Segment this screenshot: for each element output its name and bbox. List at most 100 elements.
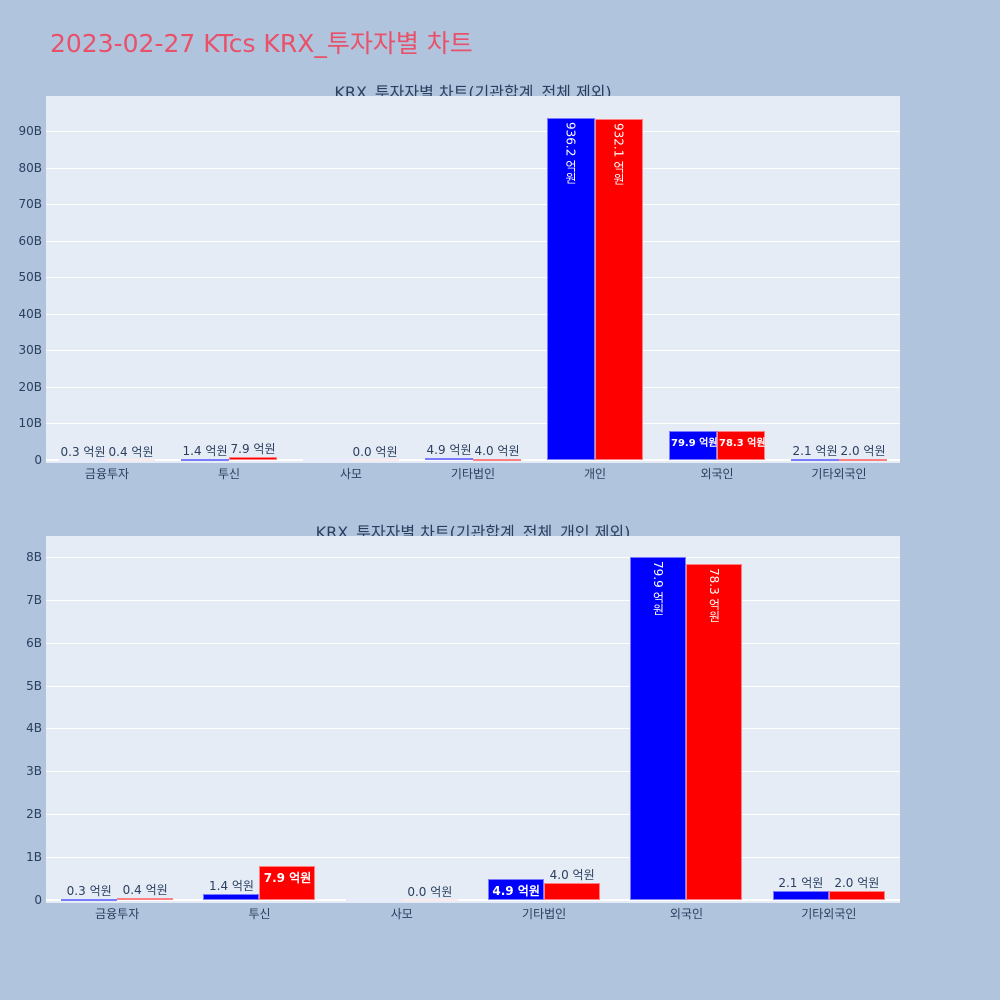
y-tick-label: 0 (34, 893, 42, 907)
bar-value-label: 0.0 억원 (352, 445, 398, 459)
bar-value-label: 936.2 억원 (563, 121, 578, 184)
buy-bar[interactable] (669, 430, 717, 460)
gridline (46, 277, 900, 279)
buy-bar[interactable] (203, 893, 260, 900)
buy-bar[interactable] (425, 458, 473, 461)
buy-bar[interactable] (791, 458, 839, 461)
y-tick-label: 1B (26, 850, 42, 865)
bar-value-label: 78.3 억원 (719, 438, 766, 450)
x-tick-label: 금융투자 (84, 467, 130, 481)
gridline (46, 599, 900, 601)
x-tick-label: 기타외국인 (811, 467, 867, 481)
sell-bar[interactable] (595, 119, 643, 460)
bar-value-label: 0.3 억원 (60, 444, 106, 459)
x-tick-label: 투신 (248, 907, 271, 921)
x-tick-label: 투신 (217, 467, 241, 481)
x-tick-label: 외국인 (700, 467, 734, 481)
sell-bar[interactable] (473, 458, 521, 461)
gridline (46, 423, 900, 425)
buy-bar[interactable] (181, 458, 229, 461)
sell-bar[interactable] (401, 898, 458, 901)
bar-value-label: 7.9 억원 (230, 442, 276, 457)
gridline (46, 313, 900, 315)
buy-bar[interactable] (61, 898, 118, 901)
bar-value-label: 0.4 억원 (108, 444, 154, 459)
buy-bar[interactable] (772, 890, 829, 900)
sell-bar[interactable] (351, 458, 399, 461)
gridline (46, 814, 900, 816)
buy-bar[interactable] (488, 878, 545, 900)
y-tick-label: 6B (26, 635, 42, 650)
buy-bar[interactable] (547, 117, 595, 460)
y-tick-label: 70B (18, 197, 42, 212)
sell-bar[interactable] (828, 891, 885, 900)
y-tick-label: 4B (26, 721, 42, 736)
gridline (46, 899, 900, 901)
y-tick-label: 7B (26, 592, 42, 607)
gridline (46, 857, 900, 859)
bar-value-label: 4.0 억원 (549, 867, 595, 882)
y-tick-label: 3B (26, 764, 42, 779)
y-tick-label: 50B (18, 270, 42, 285)
sell-bar[interactable] (117, 898, 174, 901)
bar-value-label: 2.1 억원 (778, 875, 824, 890)
gridline (46, 240, 900, 242)
y-tick-label: 2B (26, 807, 42, 822)
gridline (46, 167, 900, 169)
bar-value-label: 79.9 억원 (650, 561, 665, 616)
gridline (46, 642, 900, 644)
gridline (46, 728, 900, 730)
y-tick-label: 80B (18, 160, 42, 175)
chart-2-plot-area: 0.3 억원 0.4 억원 1.4 억원 7.9 억원 0.0 억원 4.9 억원 4.0 … (46, 536, 900, 903)
bar-value-label: 4.9 억원 (492, 883, 540, 898)
x-tick-label: 사모 (339, 467, 363, 481)
chart-1-plot-area: 0.3 억원 0.4 억원 1.4 억원 7.9 억원 0.0 억원 4.9 억원 4.0 … (46, 96, 900, 463)
y-tick-label: 60B (18, 233, 42, 248)
y-tick-label: 8B (26, 549, 42, 564)
gridline (46, 685, 900, 687)
bar-value-label: 0.3 억원 (66, 883, 112, 898)
bar-value-label: 4.9 억원 (426, 443, 472, 458)
bar-value-label: 78.3 억원 (706, 568, 721, 623)
sell-bar[interactable] (107, 458, 155, 461)
bar-value-label: 79.9 억원 (671, 437, 718, 449)
sell-bar[interactable] (717, 431, 765, 460)
x-tick-label: 기타법인 (450, 467, 496, 481)
buy-bar[interactable] (345, 898, 402, 901)
x-tick-label: 개인 (583, 467, 607, 481)
gridline (46, 386, 900, 388)
bar-value-label: 7.9 억원 (263, 871, 312, 886)
x-tick-label: 금융투자 (95, 907, 140, 921)
y-tick-label: 90B (18, 124, 42, 139)
gridline (46, 350, 900, 352)
bar-value-label: 2.1 억원 (792, 444, 838, 459)
sell-bar[interactable] (544, 882, 601, 900)
bar-value-label: 2.0 억원 (840, 444, 886, 459)
x-tick-label: 기타외국인 (801, 907, 857, 921)
buy-bar[interactable] (303, 458, 351, 461)
bar-value-label: 1.4 억원 (208, 878, 254, 893)
buy-bar[interactable] (630, 557, 687, 900)
gridline (46, 771, 900, 773)
bar-value-label: 4.0 억원 (474, 443, 520, 458)
x-tick-label: 사모 (390, 907, 413, 921)
bar-value-label: 2.0 억원 (834, 876, 880, 891)
sell-bar[interactable] (229, 457, 277, 460)
x-tick-label: 기타법인 (522, 907, 567, 921)
buy-bar[interactable] (59, 458, 107, 461)
gridline (46, 556, 900, 558)
x-tick-label: 외국인 (669, 907, 704, 921)
sell-bar[interactable] (259, 866, 316, 900)
y-tick-label: 5B (26, 678, 42, 693)
sell-bar[interactable] (686, 564, 743, 900)
bar-value-label: 932.1 억원 (611, 123, 626, 186)
bar-value-label: 0.4 억원 (122, 883, 168, 898)
bar-value-label: 0.0 억원 (407, 885, 453, 899)
y-tick-label: 40B (18, 306, 42, 321)
sell-bar[interactable] (839, 458, 887, 461)
y-tick-label: 0 (34, 453, 42, 467)
y-tick-label: 30B (18, 343, 42, 358)
y-tick-label: 10B (18, 416, 42, 431)
page-title: 2023-02-27 KTcs KRX_투자자별 차트 (50, 29, 473, 58)
y-tick-label: 20B (18, 379, 42, 394)
